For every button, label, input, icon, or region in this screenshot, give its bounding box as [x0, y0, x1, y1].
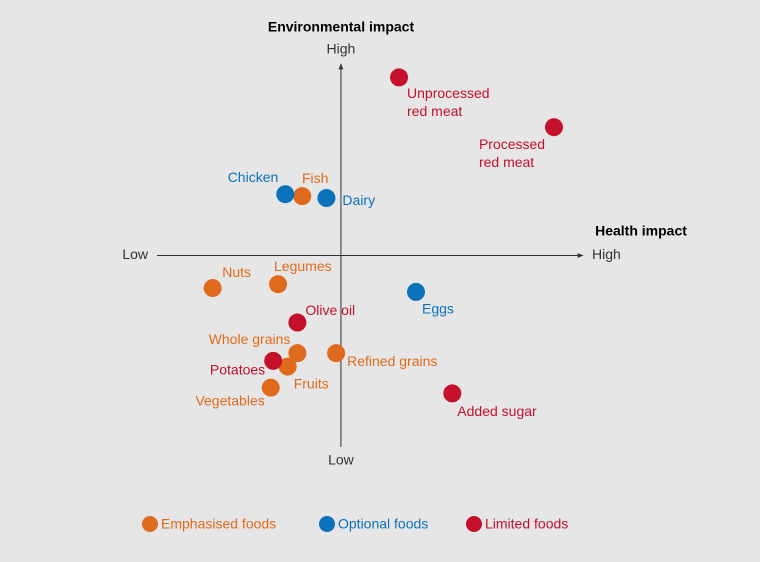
point: [261, 378, 280, 397]
legend-marker: [466, 516, 482, 532]
point-label: Added sugar: [457, 403, 537, 419]
point-label: Olive oil: [305, 302, 355, 318]
legend-label: Emphasised foods: [161, 516, 276, 532]
point-label: Dairy: [342, 192, 375, 208]
point-label: Fruits: [294, 375, 329, 391]
point-label: Eggs: [422, 301, 454, 317]
point-label: Nuts: [222, 264, 251, 280]
point-label: Legumes: [274, 258, 332, 274]
x-tick-label: Low: [122, 246, 149, 262]
point: [276, 185, 295, 204]
legend-label: Optional foods: [338, 516, 428, 532]
point: [288, 344, 307, 363]
x-axis-title: Health impact: [595, 223, 687, 239]
point: [203, 279, 222, 298]
legend-marker: [142, 516, 158, 532]
point: [406, 282, 425, 301]
point: [544, 118, 563, 137]
point-label: Whole grains: [209, 331, 291, 347]
point: [443, 384, 462, 403]
legend-label: Limited foods: [485, 516, 568, 532]
y-tick-label: High: [327, 41, 356, 57]
point: [278, 357, 297, 376]
point: [317, 189, 336, 208]
point-label: Refined grains: [347, 353, 437, 369]
legend-marker: [319, 516, 335, 532]
point-label: Chicken: [228, 169, 279, 185]
point: [264, 351, 283, 370]
point-label: Fish: [302, 170, 328, 186]
point: [288, 313, 307, 332]
point-label: Potatoes: [210, 362, 265, 378]
y-axis-title: Environmental impact: [268, 19, 415, 35]
x-tick-label: High: [592, 246, 621, 262]
point-label: Processed: [479, 136, 545, 152]
point-label: Vegetables: [195, 392, 264, 408]
point: [390, 68, 409, 87]
point: [269, 275, 288, 294]
point: [327, 344, 346, 363]
point-label: Unprocessed: [407, 85, 490, 101]
point-label: red meat: [407, 103, 462, 119]
point-label: red meat: [479, 154, 534, 170]
y-tick-label: Low: [328, 452, 355, 468]
point: [293, 187, 312, 206]
